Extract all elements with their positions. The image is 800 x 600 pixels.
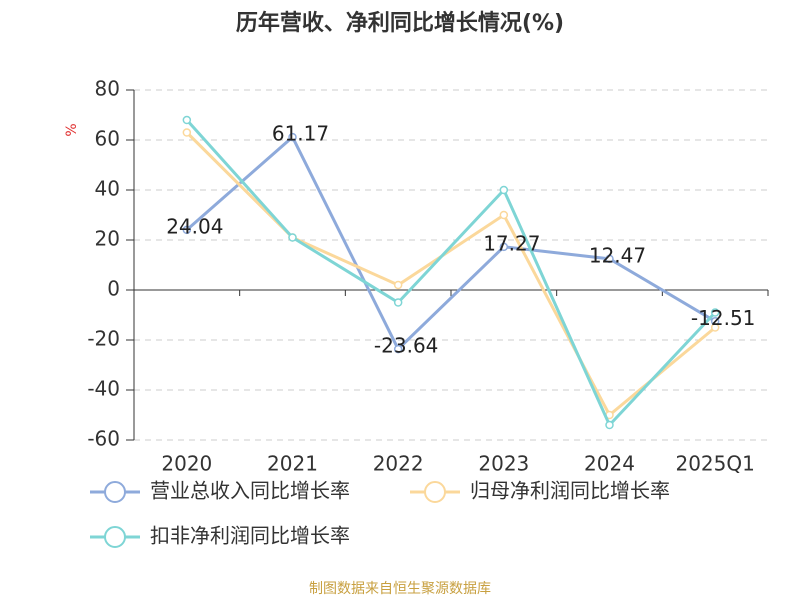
data-point bbox=[393, 298, 403, 307]
x-tick-label: 2023 bbox=[478, 452, 529, 476]
data-point bbox=[499, 210, 509, 220]
data-point bbox=[182, 128, 192, 137]
legend-marker bbox=[104, 481, 126, 503]
data-label: 17.27 bbox=[483, 231, 540, 255]
y-tick-label: 40 bbox=[95, 177, 120, 201]
y-tick-label: 60 bbox=[95, 127, 120, 151]
data-point bbox=[605, 254, 614, 264]
data-point bbox=[499, 242, 509, 252]
data-label: 24.04 bbox=[166, 214, 223, 238]
data-point bbox=[605, 420, 614, 430]
y-axis-label: % bbox=[64, 123, 80, 136]
data-label: -23.64 bbox=[374, 334, 438, 358]
chart-title: 历年营收、净利同比增长情况(%) bbox=[236, 10, 564, 36]
data-point bbox=[393, 344, 403, 354]
data-point bbox=[393, 280, 403, 290]
legend-label: 营业总收入同比增长率 bbox=[150, 479, 350, 503]
x-tick-label: 2025Q1 bbox=[675, 452, 754, 476]
legend-marker bbox=[104, 526, 126, 548]
y-tick-label: 20 bbox=[95, 227, 120, 251]
y-tick-label: -40 bbox=[87, 377, 120, 401]
y-tick-label: -60 bbox=[87, 427, 120, 451]
series-line bbox=[185, 134, 716, 352]
series-line bbox=[185, 118, 717, 428]
y-tick-label: 0 bbox=[107, 277, 120, 301]
data-point bbox=[182, 115, 192, 125]
legend-label: 扣非净利润同比增长率 bbox=[150, 524, 350, 548]
data-point bbox=[182, 225, 192, 235]
y-tick-label: 80 bbox=[95, 77, 120, 101]
legend-marker bbox=[424, 481, 446, 503]
data-point bbox=[499, 185, 509, 195]
data-point bbox=[710, 308, 720, 317]
data-point bbox=[288, 233, 297, 242]
data-point bbox=[288, 132, 297, 142]
data-label: -12.51 bbox=[691, 306, 755, 330]
x-tick-label: 2022 bbox=[373, 452, 424, 476]
y-tick-label: -20 bbox=[87, 327, 120, 351]
legend-label: 归母净利润同比增长率 bbox=[470, 479, 670, 503]
source-note: 制图数据来自恒生聚源数据库 bbox=[309, 581, 491, 597]
x-tick-label: 2020 bbox=[161, 452, 212, 476]
data-label: 61.17 bbox=[272, 122, 329, 146]
x-tick-label: 2021 bbox=[267, 452, 318, 476]
data-label: 12.47 bbox=[589, 243, 646, 267]
x-tick-label: 2024 bbox=[584, 452, 635, 476]
data-point bbox=[710, 323, 720, 332]
